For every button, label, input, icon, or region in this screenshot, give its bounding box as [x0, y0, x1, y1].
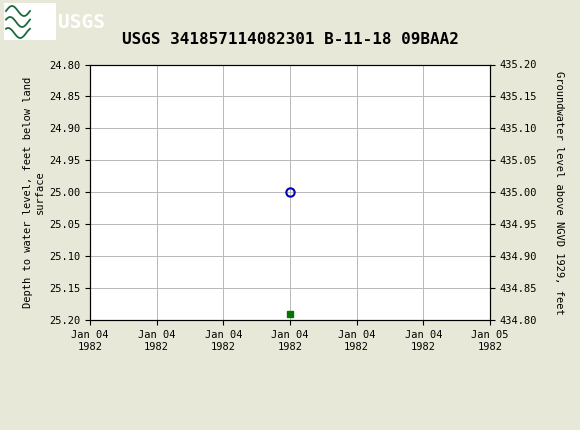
Text: USGS: USGS: [58, 12, 105, 31]
Y-axis label: Groundwater level above NGVD 1929, feet: Groundwater level above NGVD 1929, feet: [554, 71, 564, 314]
Bar: [4, 3, 56, 40]
Y-axis label: Depth to water level, feet below land
surface: Depth to water level, feet below land su…: [23, 77, 45, 308]
Text: USGS 341857114082301 B-11-18 09BAA2: USGS 341857114082301 B-11-18 09BAA2: [122, 32, 458, 47]
